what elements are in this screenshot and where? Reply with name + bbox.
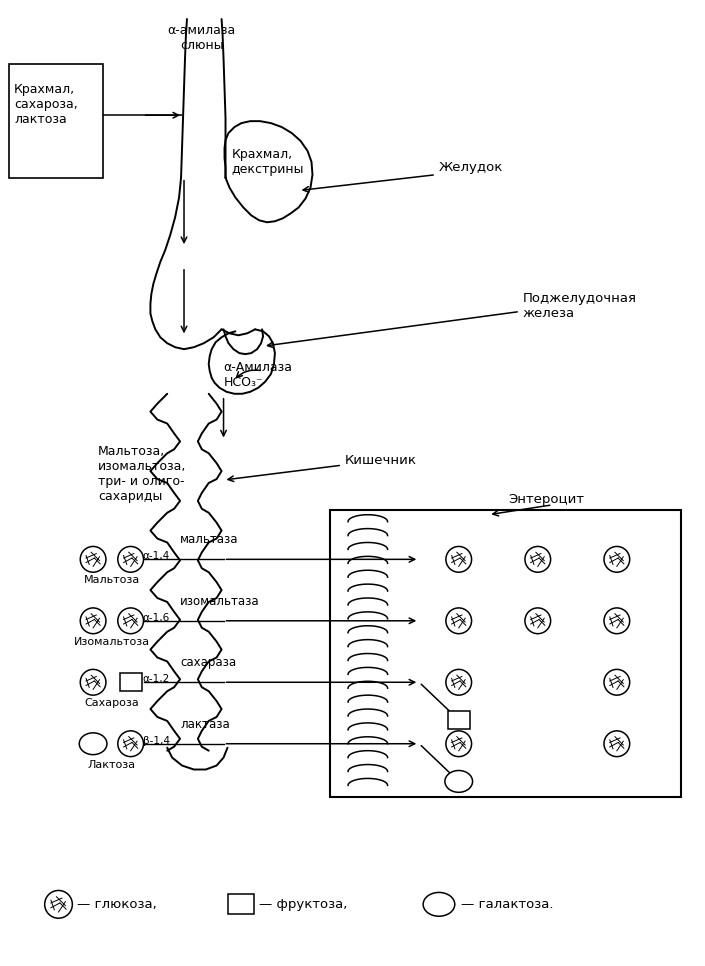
Circle shape	[604, 669, 630, 696]
Text: β-1,4: β-1,4	[142, 736, 169, 746]
Text: Поджелудочная
железа: Поджелудочная железа	[523, 292, 637, 320]
Text: α-1,6: α-1,6	[142, 612, 170, 623]
Circle shape	[118, 608, 144, 634]
Circle shape	[80, 669, 106, 696]
Text: сахараза: сахараза	[180, 656, 236, 669]
Text: α-амилаза
слюны: α-амилаза слюны	[168, 24, 236, 52]
Circle shape	[604, 547, 630, 572]
Text: α-Амилаза
НСО₃⁻: α-Амилаза НСО₃⁻	[223, 361, 293, 389]
Circle shape	[80, 608, 106, 634]
Text: α-1,2: α-1,2	[142, 674, 170, 684]
Text: Сахароза: Сахароза	[85, 698, 140, 708]
Bar	[448, 711, 470, 729]
Text: изомальтаза: изомальтаза	[180, 595, 259, 608]
Ellipse shape	[423, 893, 455, 916]
Text: Лактоза: Лактоза	[88, 759, 136, 770]
Text: — фруктоза,: — фруктоза,	[259, 897, 348, 911]
Text: Крахмал,
сахароза,
лактоза: Крахмал, сахароза, лактоза	[14, 83, 78, 127]
Text: мальтаза: мальтаза	[180, 533, 238, 547]
Text: Крахмал,
декстрины: Крахмал, декстрины	[231, 148, 304, 176]
Text: Кишечник: Кишечник	[345, 454, 417, 467]
Circle shape	[525, 608, 551, 634]
Circle shape	[446, 547, 472, 572]
Circle shape	[525, 547, 551, 572]
Text: Изомальтоза: Изомальтоза	[74, 637, 150, 646]
Bar	[120, 673, 142, 692]
Bar	[228, 895, 255, 914]
Text: Желудок: Желудок	[439, 161, 503, 174]
Text: лактаза: лактаза	[180, 718, 230, 731]
Circle shape	[604, 608, 630, 634]
Bar	[330, 510, 681, 797]
Circle shape	[80, 547, 106, 572]
Text: — глюкоза,: — глюкоза,	[78, 897, 157, 911]
Circle shape	[446, 669, 472, 696]
Ellipse shape	[445, 771, 472, 792]
Circle shape	[604, 731, 630, 756]
Text: α-1,4: α-1,4	[142, 552, 170, 561]
Ellipse shape	[79, 733, 107, 754]
Circle shape	[44, 891, 73, 919]
Circle shape	[118, 731, 144, 756]
Text: Мальтоза: Мальтоза	[84, 575, 140, 585]
Text: — галактоза.: — галактоза.	[460, 897, 553, 911]
FancyBboxPatch shape	[9, 64, 103, 178]
Circle shape	[118, 547, 144, 572]
Text: Мальтоза,
изомальтоза,
три- и олиго-
сахариды: Мальтоза, изомальтоза, три- и олиго- сах…	[98, 445, 186, 503]
Circle shape	[446, 608, 472, 634]
Text: Энтероцит: Энтероцит	[508, 494, 584, 506]
Circle shape	[446, 731, 472, 756]
